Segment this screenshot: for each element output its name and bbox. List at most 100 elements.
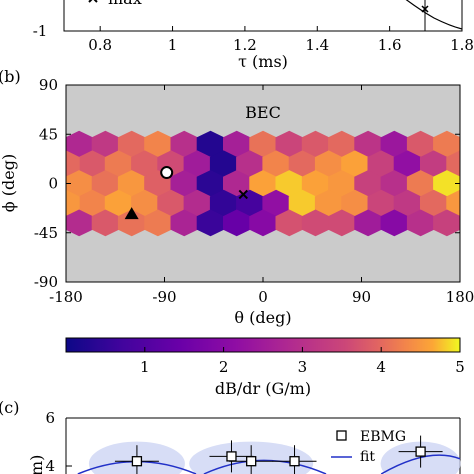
heatmap-cell bbox=[66, 209, 93, 237]
heatmap-cell bbox=[183, 150, 212, 178]
colorbar-label: dB/dr (G/m) bbox=[215, 379, 311, 398]
marker-circle bbox=[160, 166, 174, 180]
heatmap-cell bbox=[249, 170, 277, 197]
heatmap-cell bbox=[91, 209, 120, 237]
colorbar-tick-label: 2 bbox=[219, 358, 229, 376]
heatmap-cell bbox=[314, 189, 343, 217]
heatmap-cell bbox=[433, 170, 460, 197]
colorbar-ticks: 1 2 3 4 5 bbox=[140, 347, 465, 376]
heatmap-cell bbox=[117, 170, 146, 197]
heatmap-cell bbox=[433, 209, 460, 237]
heatmap-cell bbox=[406, 209, 435, 237]
colorbar-tick-label: 3 bbox=[298, 358, 308, 376]
colorbar-gradient bbox=[65, 337, 461, 353]
panel-a-x-axis-label: τ (ms) bbox=[238, 52, 288, 71]
heatmap-cell bbox=[262, 189, 290, 217]
heatmap-cell bbox=[91, 130, 120, 158]
heatmap-cell bbox=[196, 209, 225, 237]
heatmap-cell bbox=[275, 209, 303, 237]
heatmap-cell bbox=[183, 189, 212, 217]
panel-c-legend: EBMG fit bbox=[331, 429, 406, 465]
heatmap-cell bbox=[66, 150, 80, 178]
heatmap-cell bbox=[223, 130, 251, 158]
heatmap-cell bbox=[249, 209, 277, 237]
panel-c-y-axis-label-fragment: m) bbox=[27, 455, 46, 474]
panel-a-x-axis: 0.8 1 1.2 1.4 1.6 1.8 bbox=[88, 26, 474, 54]
heatmap-cell bbox=[209, 189, 238, 217]
heatmap-cell bbox=[104, 150, 133, 178]
panel-a-axes-frame bbox=[63, 0, 463, 32]
panel-b-x-axis: -180 -90 0 90 180 bbox=[49, 85, 474, 306]
heatmap-cell bbox=[131, 150, 159, 178]
ebmg-point bbox=[226, 451, 237, 462]
panel-b-ytick-label: 0 bbox=[48, 175, 58, 193]
heatmap-cell bbox=[117, 209, 146, 237]
heatmap-cell bbox=[78, 189, 106, 217]
ebmg-point bbox=[246, 456, 257, 467]
colorbar-tick-label: 1 bbox=[140, 358, 150, 376]
heatmap-cell bbox=[301, 170, 330, 197]
heatmap-cell bbox=[104, 189, 133, 217]
heatmap-cell bbox=[288, 189, 317, 217]
panel-a-legend: max bbox=[88, 0, 142, 8]
marker-cross bbox=[238, 189, 249, 200]
panel-b-ytick-label: 90 bbox=[39, 76, 58, 94]
marker-triangle bbox=[124, 207, 139, 220]
legend-ebmg-label: EBMG bbox=[360, 429, 406, 445]
ebmg-point bbox=[289, 456, 300, 467]
heatmap-cell bbox=[328, 170, 356, 197]
panel-b-y-axis-label: ϕ (deg) bbox=[0, 154, 18, 212]
heatmap-cell bbox=[66, 170, 93, 197]
heatmap-cell bbox=[170, 209, 198, 237]
heatmap-cell bbox=[196, 170, 225, 197]
panel-b-ytick-label: -45 bbox=[34, 224, 58, 242]
colorbar-tick-label: 5 bbox=[455, 358, 465, 376]
legend-fit-label: fit bbox=[360, 449, 375, 465]
heatmap-cell bbox=[354, 209, 382, 237]
panel-b-xtick-label: 90 bbox=[352, 288, 371, 306]
panel-b-xtick-label: -90 bbox=[152, 288, 176, 306]
panel-b-label: (b) bbox=[0, 67, 21, 86]
panel-b-y-axis: 90 45 0 -45 -90 bbox=[34, 76, 460, 291]
heatmap-cell bbox=[131, 189, 159, 217]
heatmap-cell bbox=[406, 170, 435, 197]
heatmap-cell bbox=[328, 130, 356, 158]
heatmap-cells bbox=[26, 130, 460, 237]
panel-b-xtick-label: 0 bbox=[258, 288, 268, 306]
heatmap-cell bbox=[91, 170, 120, 197]
panel-a: 0.8 1 1.2 1.4 1.6 1.8 -1 max τ (ms) bbox=[33, 0, 474, 71]
heatmap-cell bbox=[380, 130, 409, 158]
legend-max-marker bbox=[88, 0, 98, 3]
panel-a-curve bbox=[405, 0, 463, 30]
heatmap-cell bbox=[328, 209, 356, 237]
ebmg-point bbox=[415, 446, 426, 457]
heatmap-cell bbox=[380, 170, 409, 197]
colorbar: 1 2 3 4 5 dB/dr (G/m) bbox=[65, 337, 465, 398]
panel-b-x-axis-label: θ (deg) bbox=[234, 308, 291, 327]
heatmap-cell bbox=[354, 130, 382, 158]
heatmap-cell bbox=[446, 150, 460, 178]
panel-a-xtick-label: 1.4 bbox=[305, 36, 329, 54]
heatmap-cell bbox=[144, 209, 172, 237]
heatmap-cell bbox=[393, 189, 422, 217]
heatmap-cell bbox=[301, 130, 330, 158]
panel-c-data bbox=[77, 435, 461, 474]
panel-b-ytick-label: -90 bbox=[34, 273, 58, 291]
panel-b-ytick-label: 45 bbox=[39, 125, 58, 143]
heatmap-cell bbox=[433, 130, 460, 158]
heatmap-cell bbox=[420, 150, 448, 178]
heatmap-cell bbox=[301, 209, 330, 237]
heatmap-cell bbox=[209, 150, 238, 178]
panel-a-xtick-label: 1 bbox=[168, 36, 178, 54]
heatmap-cell bbox=[341, 150, 369, 178]
heatmap-markers bbox=[124, 166, 249, 220]
panel-a-xtick-label: 0.8 bbox=[88, 36, 112, 54]
fit-curve bbox=[203, 459, 327, 474]
heatmap-cell bbox=[236, 150, 264, 178]
panel-a-xtick-label: 1.2 bbox=[233, 36, 257, 54]
heatmap-cell bbox=[26, 190, 54, 217]
heatmap-cell bbox=[117, 130, 146, 158]
legend-ebmg-marker bbox=[336, 430, 347, 441]
